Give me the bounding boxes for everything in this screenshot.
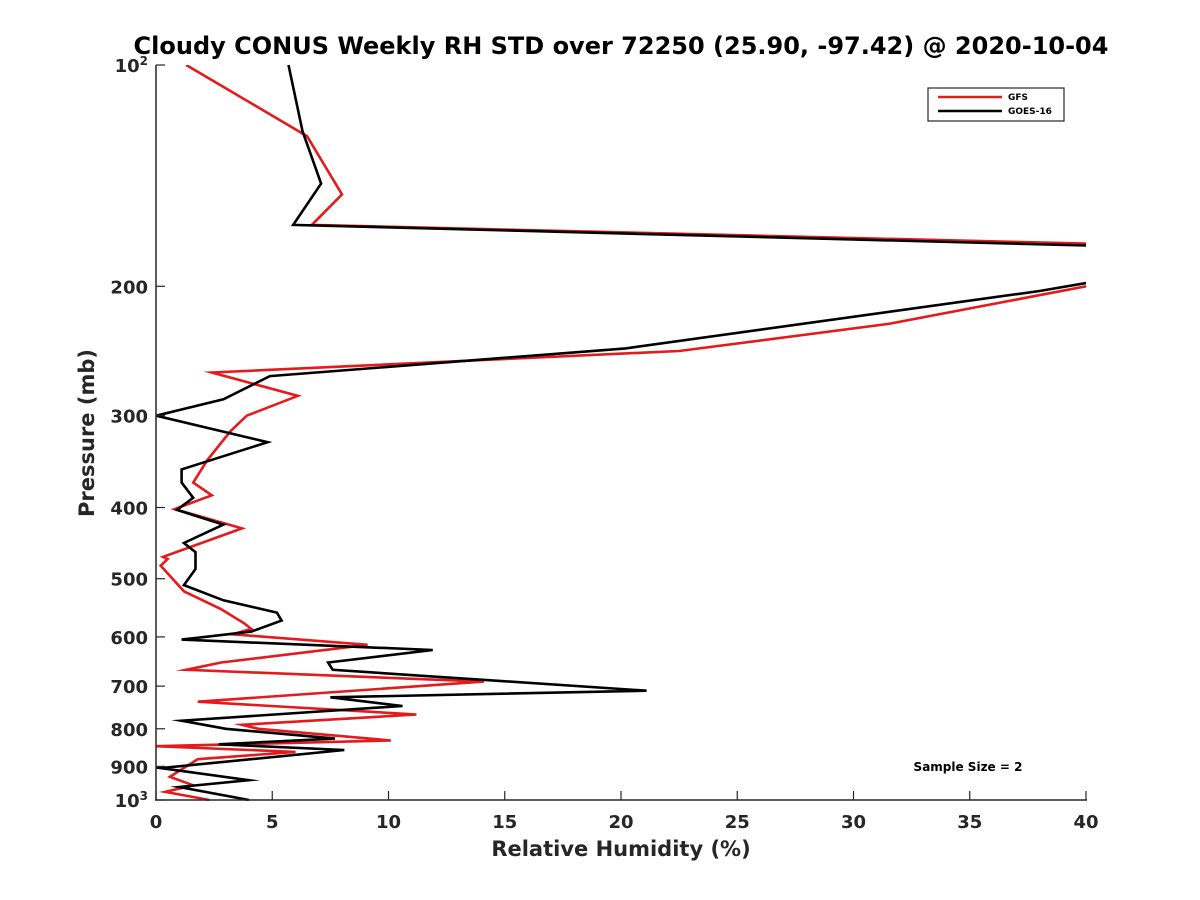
y-ticks: 102 200 300 400 500 600 700 800 900 103 [110,54,165,812]
chart-title: Cloudy CONUS Weekly RH STD over 72250 (2… [134,32,1109,60]
y-tick-label: 400 [110,499,148,520]
x-ticks: 0 5 10 15 20 25 30 35 40 [150,791,1099,833]
x-tick-label: 40 [1073,812,1098,833]
legend: GFS GOES-16 [927,87,1065,122]
y-axis-label: Pressure (mb) [75,349,99,517]
y-tick-label: 200 [110,277,148,298]
x-tick-label: 35 [957,812,982,833]
x-tick-label: 0 [150,812,163,833]
y-tick-label: 102 [115,54,148,77]
series-line-goes16 [156,65,1086,801]
y-tick-label: 900 [110,757,148,778]
x-tick-label: 10 [376,812,401,833]
x-tick-label: 15 [492,812,517,833]
y-tick-label: 500 [110,570,148,591]
legend-label-gfs: GFS [1008,93,1028,103]
series-line-gfs [156,65,1086,801]
x-tick-label: 30 [841,812,866,833]
x-tick-label: 25 [725,812,750,833]
x-tick-label: 5 [266,812,279,833]
y-tick-label: 600 [110,628,148,649]
sample-size-annotation: Sample Size = 2 [914,760,1023,774]
y-tick-label: 700 [110,677,148,698]
y-tick-label: 800 [110,720,148,741]
legend-label-goes16: GOES-16 [1008,107,1052,117]
y-tick-label: 103 [115,789,148,812]
y-tick-label: 300 [110,407,148,428]
x-axis-label: Relative Humidity (%) [491,837,750,861]
series-layer [156,65,1086,801]
x-tick-label: 20 [608,812,633,833]
legend-box [927,87,1065,122]
